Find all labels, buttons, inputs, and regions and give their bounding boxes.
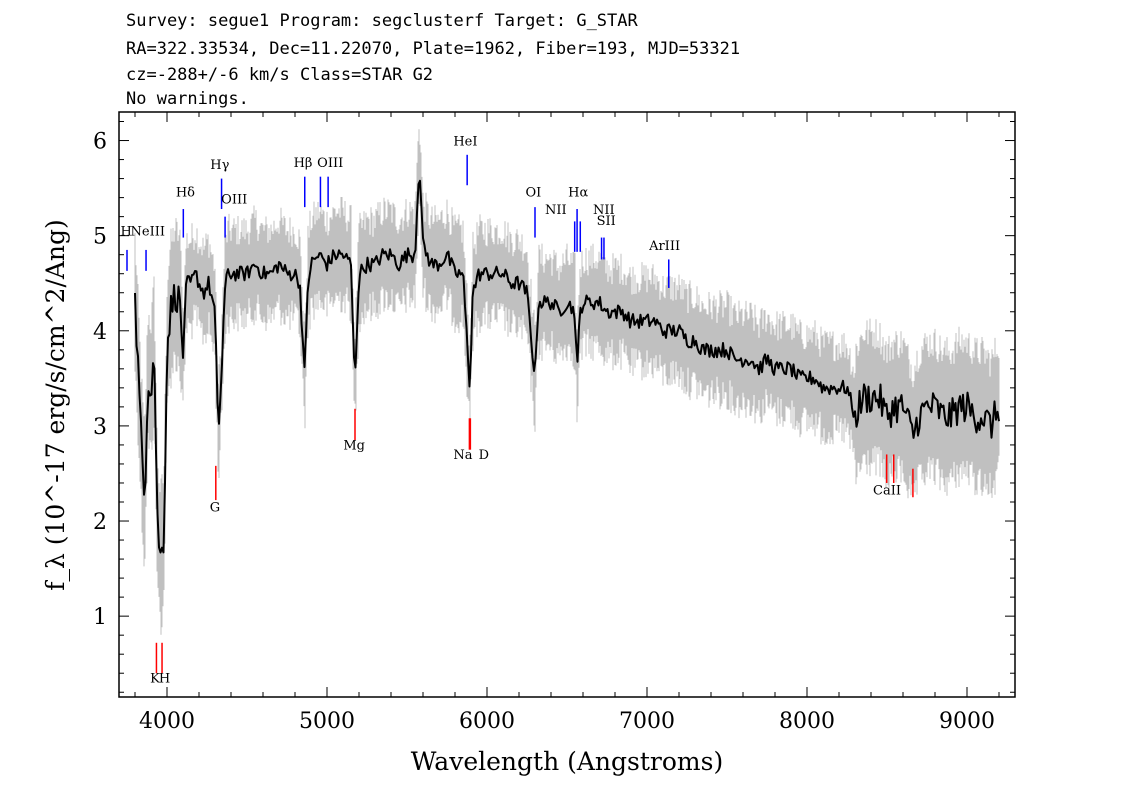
y-axis-label: f_λ (10^-17 erg/s/cm^2/Ang) [41,219,70,591]
y-tick-label: 5 [93,225,107,250]
y-tick-label: 6 [93,130,107,155]
spectral-line-label: NeIII [131,225,165,240]
header-line-4: No warnings. [126,89,249,109]
error-band [134,129,1000,635]
x-tick-label: 5000 [299,709,355,734]
spectral-line-label: OIII [221,192,247,207]
spectral-line-label: Hβ [294,156,313,171]
spectral-line-label: Hγ [210,158,229,173]
header-block: Survey: segue1 Program: segclusterf Targ… [126,11,740,109]
plot-frame [118,111,1016,698]
x-tick-label: 4000 [139,709,195,734]
spectral-line-label: G [210,501,220,516]
x-axis-label: Wavelength (Angstroms) [411,747,723,776]
y-tick-label: 1 [93,605,107,630]
spectral-line-label: OI [526,186,542,201]
spectral-line-label: H [121,225,132,240]
x-tick-label: 9000 [939,709,995,734]
spectral-line-label: ArIII [648,239,680,254]
spectral-line-label: H [159,672,170,687]
header-line-3: cz=-288+/-6 km/s Class=STAR G2 [126,65,433,85]
y-tick-label: 2 [93,510,107,535]
spectral-line-label: Na [453,448,472,463]
spectral-line-label: NII [593,203,615,218]
spectral-line-label: Hα [568,186,588,201]
x-tick-label: 6000 [459,709,515,734]
y-tick-label: 3 [93,415,107,440]
spectral-line-label: HeI [453,134,477,149]
spectral-line-label: Mg [343,439,365,454]
spectral-line-label: SII [597,214,616,229]
spectral-line-label: NII [545,203,567,218]
spectral-line-label: K [150,672,160,687]
spectral-line-label: CaII [873,483,901,498]
x-tick-label: 8000 [779,709,835,734]
header-line-2: RA=322.33534, Dec=11.22070, Plate=1962, … [126,39,740,59]
x-tick-label: 7000 [619,709,675,734]
y-tick-label: 4 [93,320,107,345]
spectral-line-label: D [479,448,489,463]
spectral-line-label: Hδ [176,186,195,201]
spectral-line-label: OIII [317,156,343,171]
header-line-1: Survey: segue1 Program: segclusterf Targ… [126,11,639,31]
flux-series-line [134,179,1000,554]
